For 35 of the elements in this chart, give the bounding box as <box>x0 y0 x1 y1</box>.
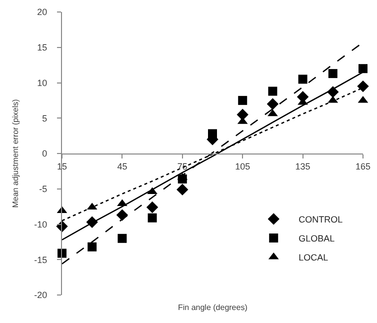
x-tick-label: 45 <box>117 161 128 172</box>
point <box>358 64 368 74</box>
y-tick-label: 5 <box>42 113 48 124</box>
x-tick-label: 135 <box>295 161 310 172</box>
x-tick-label: 165 <box>355 161 371 172</box>
point <box>328 69 338 78</box>
point <box>268 86 278 96</box>
point <box>236 108 248 120</box>
x-tick-label: 105 <box>235 161 250 172</box>
point <box>118 234 127 243</box>
legend-label: LOCAL <box>298 252 328 262</box>
y-tick-label: 0 <box>42 148 48 159</box>
point <box>116 209 128 221</box>
y-tick-label: 10 <box>37 78 48 88</box>
point <box>268 109 278 116</box>
point <box>176 184 188 196</box>
point <box>208 129 217 138</box>
y-tick-label: -5 <box>39 184 48 194</box>
legend-label: GLOBAL <box>298 233 335 244</box>
point <box>88 242 97 252</box>
y-tick-label: 20 <box>37 7 48 18</box>
point <box>266 98 279 110</box>
point <box>357 80 369 92</box>
x-tick-label: 75 <box>177 161 188 172</box>
y-tick-label: -20 <box>34 290 48 300</box>
y-tick-label: -10 <box>34 219 48 230</box>
y-axis-title: Mean adjustment error (pixels) <box>10 98 20 208</box>
point <box>146 201 158 214</box>
x-axis-title: Fin angle (degrees) <box>178 303 248 312</box>
y-tick-label: 15 <box>37 42 48 53</box>
y-tick-label: -15 <box>34 254 48 265</box>
point <box>148 213 157 222</box>
point <box>238 96 248 105</box>
point <box>298 74 308 84</box>
legend-label: CONTROL <box>298 214 343 224</box>
